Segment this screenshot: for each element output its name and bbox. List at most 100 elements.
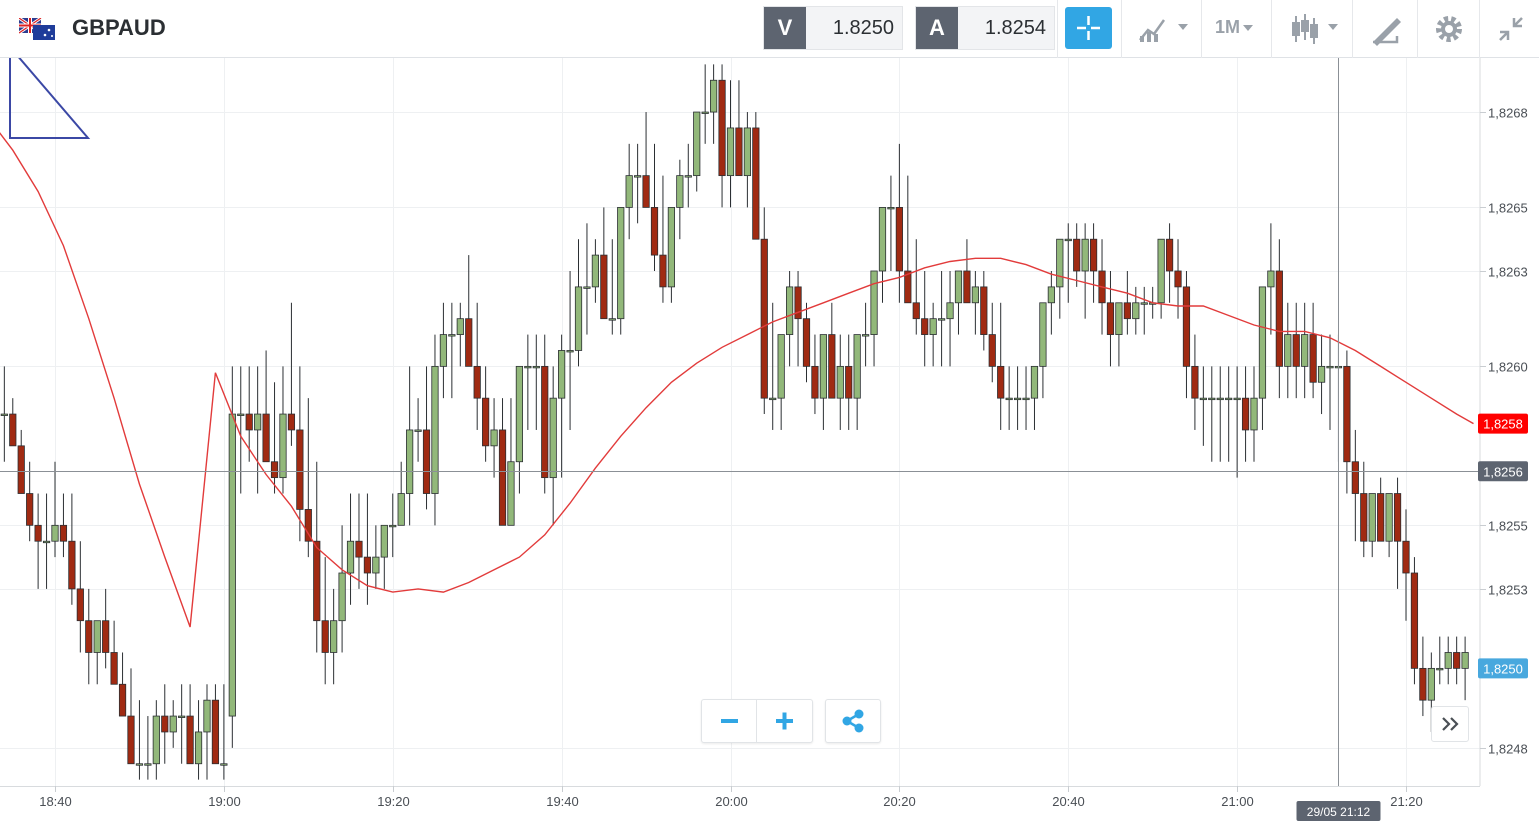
candle-body <box>85 620 93 653</box>
timeframe-label: 1M <box>1215 17 1241 37</box>
moving-average-price-label: 1,8258 <box>1483 417 1523 432</box>
candle-body <box>1140 302 1148 305</box>
candle-body <box>954 270 963 304</box>
candle-body <box>794 286 802 320</box>
crosshair-time-label: 29/05 21:12 <box>1307 805 1371 819</box>
time-tick-label: 20:20 <box>883 794 916 809</box>
candle-body <box>693 111 701 177</box>
candle-body <box>878 207 887 272</box>
crosshair-layer: 29/05 21:12 <box>0 58 1480 821</box>
candle-body <box>127 715 135 765</box>
candle-body <box>549 397 557 479</box>
candle-body <box>726 127 735 177</box>
candle-body <box>498 429 507 526</box>
collapse-icon <box>1499 17 1523 41</box>
candle-body <box>118 683 127 717</box>
candlestick-chart[interactable]: 29/05 21:12 1,82481,82531,82551,82601,82… <box>0 58 1539 824</box>
indicators-icon <box>1139 19 1188 42</box>
candle-body <box>1250 397 1258 431</box>
candle-body <box>997 365 1005 399</box>
candle-body <box>1216 397 1224 401</box>
price-tick-label: 1,8265 <box>1488 201 1528 216</box>
candle-body <box>1343 365 1351 463</box>
candle-body <box>701 111 709 114</box>
share-button[interactable] <box>825 699 881 743</box>
candle-body <box>194 731 203 765</box>
candle-body <box>1123 302 1131 320</box>
candle-body <box>1064 238 1072 242</box>
candle-body <box>769 397 777 401</box>
timeframe-selector[interactable]: 1M <box>1201 0 1271 58</box>
candle-body <box>1284 334 1292 367</box>
candle-body <box>887 207 895 210</box>
candle-body <box>1410 572 1419 669</box>
moving-average-line <box>0 132 1474 628</box>
time-tick-label: 21:00 <box>1221 794 1254 809</box>
settings-button[interactable] <box>1417 0 1479 58</box>
last-price-tag <box>1478 658 1528 679</box>
candle-body <box>836 365 844 399</box>
candle-body <box>1174 270 1182 288</box>
candle-body <box>600 254 608 320</box>
candle-body <box>26 493 34 526</box>
scroll-to-latest-button[interactable] <box>1431 706 1469 742</box>
candle-body <box>1056 238 1064 288</box>
candle-body <box>1453 652 1461 669</box>
zoom-out-button[interactable] <box>702 700 756 742</box>
candle-body <box>287 413 296 431</box>
sell-price-button[interactable]: V 1.8250 <box>763 6 903 50</box>
time-tick-label: 19:40 <box>546 794 579 809</box>
candle-body <box>338 572 346 622</box>
candle-body <box>743 127 751 177</box>
crosshair-icon <box>1077 16 1100 40</box>
sell-price: 1.8250 <box>832 17 894 39</box>
candle-body <box>1005 397 1013 401</box>
chart-toolbar: GBPAUD V 1.8250 A 1.8254 1M <box>0 0 1539 58</box>
collapse-button[interactable] <box>1479 0 1539 58</box>
crosshair-button[interactable] <box>1065 7 1112 49</box>
candle-body <box>34 524 42 542</box>
triangle-drawing[interactable] <box>9 58 91 139</box>
crosshair-price-label: 1,8256 <box>1483 464 1523 479</box>
candle-body <box>203 699 211 733</box>
candle-body <box>1199 397 1207 401</box>
candle-body <box>558 350 566 399</box>
candle-body <box>659 254 667 288</box>
candle-body <box>1444 652 1452 669</box>
crosshair-price-tag <box>1478 461 1528 482</box>
candle-body <box>0 413 8 416</box>
candle-body <box>811 365 819 399</box>
moving-average-price-tag <box>1478 413 1528 434</box>
candle-body <box>304 509 312 542</box>
candle-body <box>279 413 287 479</box>
price-tick-label: 1,8255 <box>1488 519 1528 534</box>
candle-body <box>414 429 422 432</box>
time-axis: 18:40 19:00 19:20 19:40 20:00 20:20 20:40 21:00… <box>0 786 1480 809</box>
candle-body <box>1022 397 1030 401</box>
candle-body <box>921 318 929 335</box>
candle-body <box>355 540 363 558</box>
candle-body <box>161 715 169 733</box>
chart-grid <box>0 58 1480 786</box>
candle-body <box>1241 397 1250 431</box>
candle-body <box>937 318 946 321</box>
drawing-tools-button[interactable] <box>1352 0 1417 58</box>
candle-body <box>1360 493 1368 542</box>
crosshair-time-tag <box>1296 801 1381 821</box>
candle-body <box>262 413 270 463</box>
candle-body <box>650 207 659 256</box>
indicators-button[interactable] <box>1121 0 1201 58</box>
candle-body <box>591 254 600 288</box>
candle-body <box>313 540 321 622</box>
candle-body <box>676 175 684 208</box>
candle-body <box>270 461 279 479</box>
chevron-down-icon <box>1243 25 1254 32</box>
candle-body <box>68 540 76 590</box>
sell-tag: V <box>764 7 806 49</box>
buy-price-button[interactable]: A 1.8254 <box>915 6 1055 50</box>
candle-body <box>17 445 25 494</box>
chart-type-button[interactable] <box>1271 0 1352 58</box>
price-tick-label: 1,8260 <box>1488 360 1528 375</box>
candle-body <box>321 620 329 653</box>
zoom-in-button[interactable] <box>757 700 811 742</box>
